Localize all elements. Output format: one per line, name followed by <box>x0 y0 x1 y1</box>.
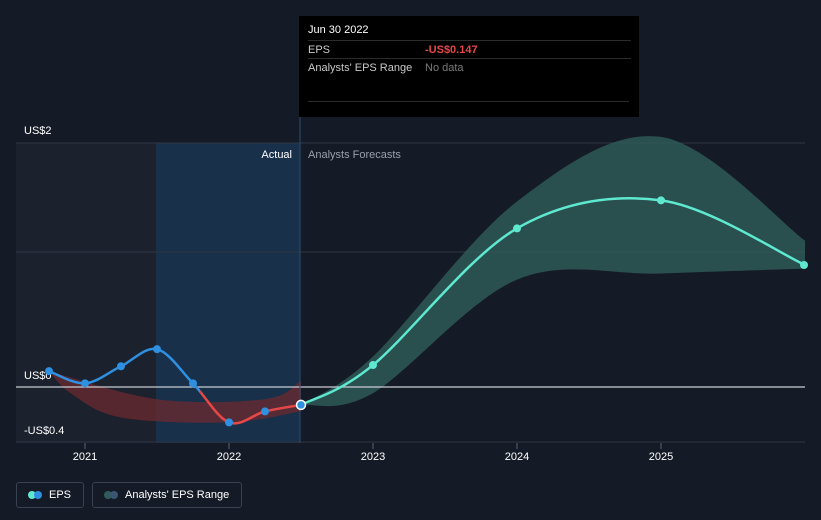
eps-chart: Actual Analysts Forecasts US$2 US$0 -US$… <box>16 117 808 463</box>
legend-eps-button[interactable]: EPS <box>16 482 85 508</box>
x-tick-label: 2025 <box>649 451 673 463</box>
eps-point <box>225 418 233 427</box>
forecast-point <box>657 196 665 205</box>
legend: EPS Analysts' EPS Range <box>16 482 243 508</box>
eps-point <box>45 367 53 376</box>
tooltip: Jun 30 2022 EPS -US$0.147 Analysts' EPS … <box>299 16 639 117</box>
x-tick-label: 2024 <box>505 451 529 463</box>
tooltip-divider <box>308 76 629 102</box>
tooltip-range-value: No data <box>425 61 464 74</box>
eps-point <box>117 362 125 371</box>
tooltip-eps-value: -US$0.147 <box>425 43 478 56</box>
negative-eps-band <box>49 371 301 423</box>
region-label-forecast: Analysts Forecasts <box>308 149 401 161</box>
region-label-actual: Actual <box>261 149 292 161</box>
legend-range-button[interactable]: Analysts' EPS Range <box>92 482 243 508</box>
y-tick-label-bottom: -US$0.4 <box>24 425 64 437</box>
range-legend-icon <box>104 491 119 499</box>
tooltip-range-label: Analysts' EPS Range <box>308 61 413 74</box>
tooltip-range-row: Analysts' EPS Range No data <box>308 58 631 76</box>
y-tick-label-top: US$2 <box>24 125 52 137</box>
eps-point <box>261 407 269 416</box>
eps-legend-icon <box>28 491 42 499</box>
x-tick-label: 2023 <box>361 451 385 463</box>
legend-eps-label: EPS <box>49 489 72 501</box>
forecast-point <box>800 261 808 269</box>
forecast-point <box>513 224 521 233</box>
x-tick-label: 2021 <box>73 451 97 463</box>
forecast-point <box>369 361 377 370</box>
legend-range-label: Analysts' EPS Range <box>125 489 230 501</box>
eps-point <box>153 345 161 354</box>
x-tick-label: 2022 <box>217 451 241 463</box>
eps-highlight-point <box>295 399 307 411</box>
tooltip-eps-row: EPS -US$0.147 <box>308 40 631 58</box>
tooltip-eps-label: EPS <box>308 43 331 56</box>
eps-point <box>189 379 197 388</box>
eps-point <box>81 379 89 388</box>
y-tick-label-zero: US$0 <box>24 370 52 382</box>
past-highlight <box>156 143 300 443</box>
tooltip-date: Jun 30 2022 <box>308 24 369 36</box>
